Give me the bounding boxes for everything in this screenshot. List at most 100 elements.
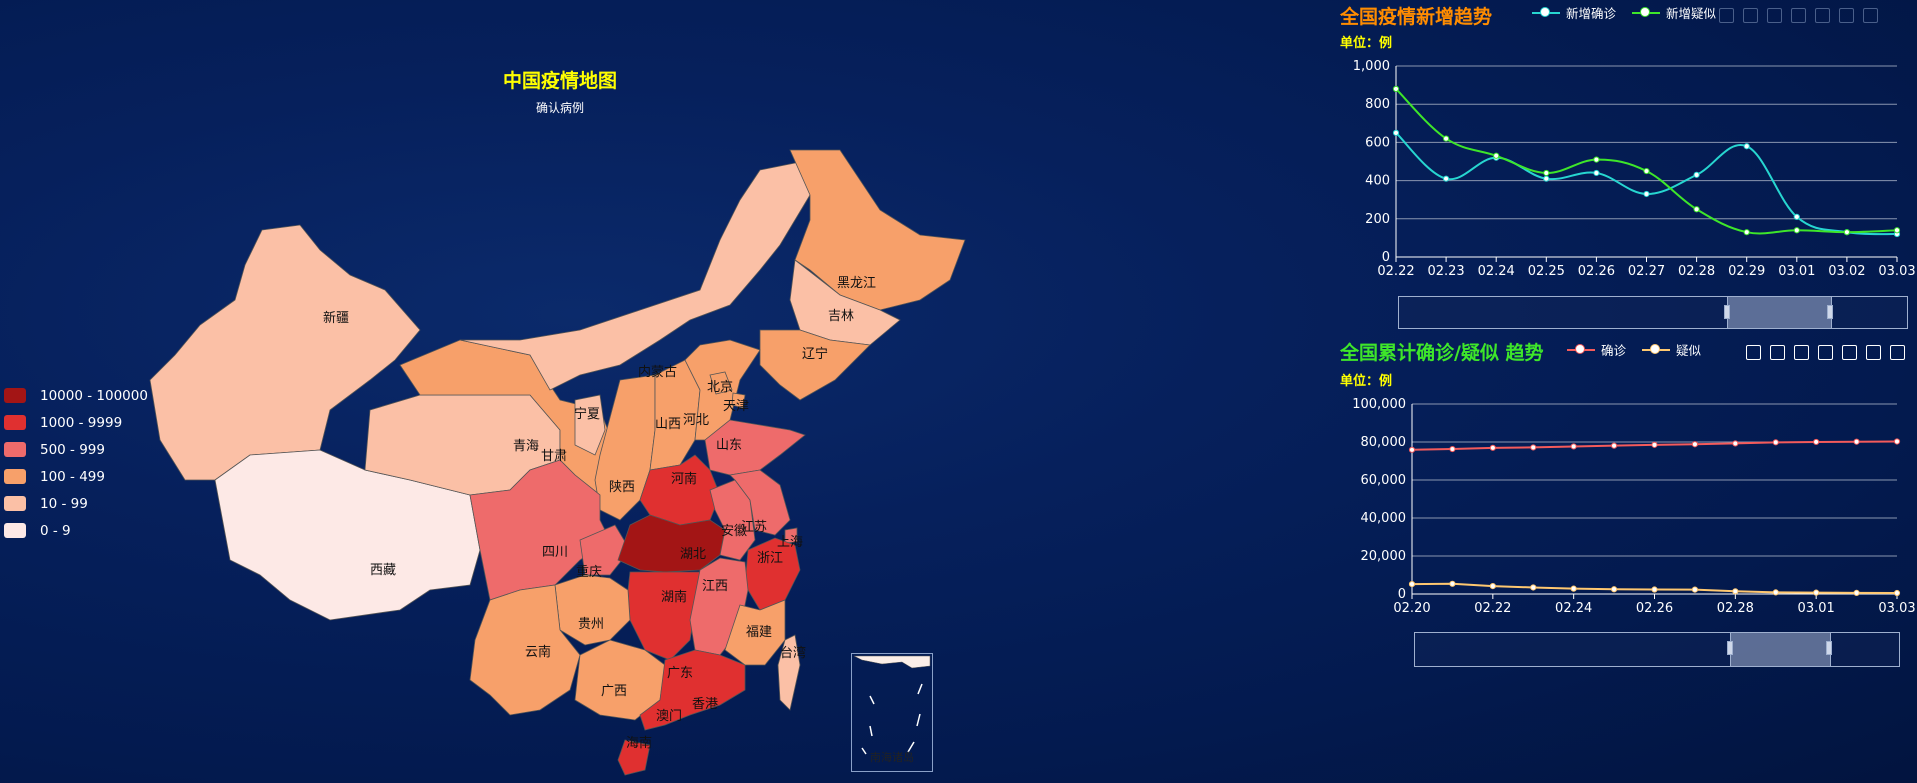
province-jiangsu[interactable] <box>729 469 791 536</box>
province-tianjin[interactable] <box>731 392 746 409</box>
legend-item-new-suspected[interactable]: 新增疑似 <box>1632 3 1716 22</box>
data-view-icon[interactable] <box>1767 8 1782 23</box>
chart2-data-point[interactable] <box>1813 589 1820 596</box>
zoom-reset-icon[interactable] <box>1770 345 1785 360</box>
chart2-data-point[interactable] <box>1732 440 1739 447</box>
chart2-data-point[interactable] <box>1813 438 1820 446</box>
province-guangdong[interactable] <box>639 649 746 731</box>
zoom-reset-icon[interactable] <box>1743 8 1758 23</box>
chart2-data-point[interactable] <box>1772 439 1779 446</box>
chart2-data-point[interactable] <box>1651 441 1658 448</box>
chart1-data-point[interactable] <box>1392 129 1400 136</box>
legend-item[interactable]: 500 - 999 <box>4 436 148 463</box>
chart2-datazoom[interactable] <box>1414 632 1900 667</box>
province-hainan[interactable] <box>617 739 651 776</box>
legend-item-new-confirmed[interactable]: 新增确诊 <box>1532 3 1616 22</box>
legend-label: 新增确诊 <box>1566 6 1617 21</box>
legend-item[interactable]: 10 - 99 <box>4 490 148 517</box>
chart1-datazoom[interactable] <box>1398 296 1908 329</box>
legend-item[interactable]: 1000 - 9999 <box>4 409 148 436</box>
datazoom-handle-right[interactable] <box>1825 641 1832 655</box>
label-hubei: 湖北 <box>680 547 706 562</box>
data-view-icon[interactable] <box>1794 345 1809 360</box>
chart2-data-point[interactable] <box>1449 445 1456 453</box>
chart2-data-point[interactable] <box>1530 584 1537 591</box>
chart2-data-point[interactable] <box>1651 586 1658 593</box>
province-heilongjiang[interactable] <box>789 149 966 311</box>
chart2-data-point[interactable] <box>1691 586 1699 593</box>
province-liaoning[interactable] <box>759 329 871 401</box>
chart1-data-point[interactable] <box>1743 229 1750 236</box>
province-neimenggu[interactable] <box>459 159 811 391</box>
bar-chart-icon[interactable] <box>1842 345 1857 360</box>
chart1-data-point[interactable] <box>1693 206 1700 213</box>
restore-icon[interactable] <box>1866 345 1881 360</box>
download-icon[interactable] <box>1863 8 1878 23</box>
datazoom-handle-right[interactable] <box>1826 305 1833 319</box>
download-icon[interactable] <box>1890 345 1905 360</box>
chart2-data-point[interactable] <box>1853 438 1860 445</box>
chart2-data-point[interactable] <box>1772 589 1779 596</box>
province-fujian[interactable] <box>724 599 786 666</box>
zoom-icon[interactable] <box>1719 8 1734 23</box>
chart2-data-point[interactable] <box>1732 588 1739 595</box>
chart1-data-point[interactable] <box>1493 152 1500 159</box>
chart2-data-point[interactable] <box>1570 443 1577 450</box>
legend-item[interactable]: 10000 - 100000 <box>4 382 148 409</box>
legend-item[interactable]: 100 - 499 <box>4 463 148 490</box>
chart2-xtick-label: 02.26 <box>1636 601 1673 616</box>
chart2-data-point[interactable] <box>1449 580 1456 587</box>
province-hubei[interactable] <box>617 514 726 573</box>
legend-item-suspected[interactable]: 疑似 <box>1642 340 1701 359</box>
chart2-data-point[interactable] <box>1691 441 1699 448</box>
restore-icon[interactable] <box>1839 8 1854 23</box>
chart2-data-point[interactable] <box>1610 586 1618 593</box>
chart1-data-point[interactable] <box>1843 229 1851 236</box>
chart1-data-point[interactable] <box>1443 175 1450 182</box>
datazoom-handle-left[interactable] <box>1726 641 1733 655</box>
chart1-data-point[interactable] <box>1543 175 1550 182</box>
line-chart-icon[interactable] <box>1791 8 1806 23</box>
zoom-icon[interactable] <box>1746 345 1761 360</box>
chart2-data-point[interactable] <box>1853 589 1860 596</box>
province-hunan[interactable] <box>627 571 701 661</box>
chart1-data-point[interactable] <box>1793 227 1800 234</box>
legend-item[interactable]: 0 - 9 <box>4 517 148 544</box>
province-shandong[interactable] <box>704 419 806 476</box>
chart2-data-point[interactable] <box>1408 581 1416 588</box>
province-taiwan[interactable] <box>777 634 801 711</box>
province-shanghai[interactable] <box>784 527 798 544</box>
chart1-data-point[interactable] <box>1392 85 1400 93</box>
chart2-data-point[interactable] <box>1530 444 1537 451</box>
province-guizhou[interactable] <box>554 574 631 646</box>
line-chart-icon[interactable] <box>1818 345 1833 360</box>
datazoom-window[interactable] <box>1729 633 1831 666</box>
chart1-data-point[interactable] <box>1593 156 1600 163</box>
chart1-data-point[interactable] <box>1593 169 1600 177</box>
datazoom-window[interactable] <box>1727 297 1832 328</box>
chart2-data-point[interactable] <box>1610 442 1618 449</box>
chart2-ytick-label: 40,000 <box>1361 511 1407 526</box>
bar-chart-icon[interactable] <box>1815 8 1830 23</box>
datazoom-handle-left[interactable] <box>1724 305 1731 319</box>
province-beijing[interactable] <box>709 371 733 395</box>
chart2-data-point[interactable] <box>1893 438 1901 445</box>
chart1-data-point[interactable] <box>1543 169 1550 177</box>
legend-item-confirmed[interactable]: 确诊 <box>1567 340 1626 359</box>
chart1-data-point[interactable] <box>1793 213 1800 220</box>
province-chongqing[interactable] <box>579 524 631 576</box>
chart2-data-point[interactable] <box>1489 444 1496 451</box>
chart2-data-point[interactable] <box>1408 446 1416 453</box>
chart1-data-point[interactable] <box>1643 167 1650 175</box>
chart1-data-point[interactable] <box>1893 227 1901 234</box>
province-ningxia[interactable] <box>574 394 606 456</box>
chart1-data-point[interactable] <box>1643 190 1650 198</box>
province-yunnan[interactable] <box>469 584 581 716</box>
chart1-data-point[interactable] <box>1443 135 1450 142</box>
province-xizang[interactable] <box>214 449 481 621</box>
chart1-data-point[interactable] <box>1743 143 1750 150</box>
chart2-data-point[interactable] <box>1489 583 1496 590</box>
chart2-data-point[interactable] <box>1893 589 1901 597</box>
chart1-data-point[interactable] <box>1693 171 1700 178</box>
chart2-data-point[interactable] <box>1570 585 1577 592</box>
